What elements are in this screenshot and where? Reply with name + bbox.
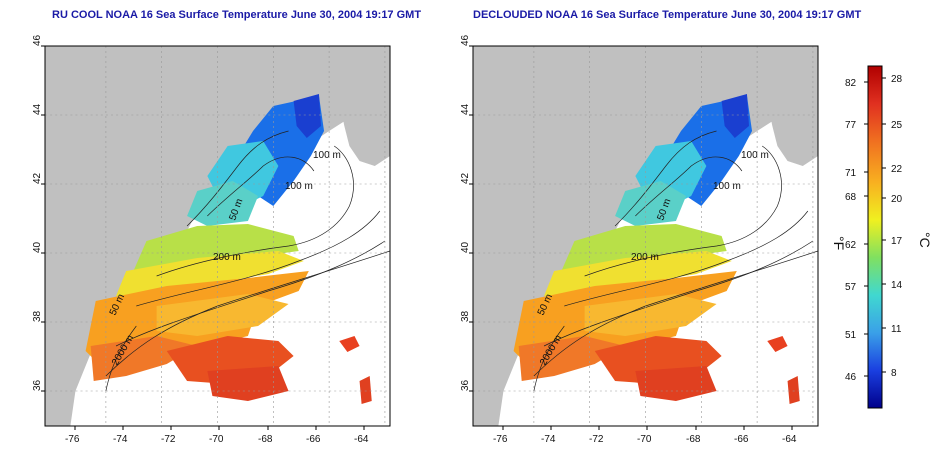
right-lon-tick: -70 <box>637 434 652 445</box>
left-lat-tick: 40 <box>32 241 43 253</box>
left-lon-tick: -64 <box>354 434 369 445</box>
left-y-axis: 36 38 40 42 44 46 <box>32 34 45 392</box>
fahrenheit-tick: 57 <box>845 282 857 293</box>
left-lon-tick: -74 <box>113 434 128 445</box>
fahrenheit-tick: 51 <box>845 330 857 341</box>
left-lon-tick: -68 <box>258 434 273 445</box>
left-x-axis: -76 -74 -72 -70 -68 -66 -64 <box>65 426 369 445</box>
fahrenheit-tick: 68 <box>845 192 857 203</box>
right-lon-tick: -74 <box>541 434 556 445</box>
left-contour-label: 200 m <box>213 252 241 263</box>
colorbar-gradient <box>867 65 883 409</box>
celsius-tick: 11 <box>891 324 902 335</box>
fahrenheit-tick: 71 <box>845 168 857 179</box>
left-lon-tick: -76 <box>65 434 80 445</box>
right-x-axis: -76 -74 -72 -70 -68 -66 -64 <box>493 426 797 445</box>
right-contour-label: 100 m <box>741 150 769 161</box>
left-lat-tick: 36 <box>32 379 43 391</box>
right-y-axis: 36 38 40 42 44 46 <box>460 34 473 392</box>
right-lat-tick: 38 <box>460 310 471 322</box>
right-map-panel: 100 m 100 m 50 m 200 m 50 m 2000 m <box>472 45 819 427</box>
right-contour-label: 100 m <box>713 181 741 192</box>
right-lon-tick: -76 <box>493 434 508 445</box>
celsius-tick: 28 <box>891 74 903 85</box>
left-lon-tick: -72 <box>161 434 176 445</box>
right-lat-tick: 46 <box>460 34 471 46</box>
right-map-title: DECLOUDED NOAA 16 Sea Surface Temperatur… <box>473 9 862 21</box>
celsius-unit-label: °C <box>917 232 933 248</box>
left-lon-tick: -70 <box>209 434 224 445</box>
left-lat-tick: 42 <box>32 172 43 184</box>
left-lat-tick: 38 <box>32 310 43 322</box>
right-lon-tick: -64 <box>782 434 797 445</box>
right-contour-label: 200 m <box>631 252 659 263</box>
celsius-tick: 17 <box>891 236 903 247</box>
celsius-tick: 20 <box>891 194 903 205</box>
colorbar: 82 77 71 68 62 57 51 46 28 25 22 20 17 1… <box>831 65 933 409</box>
celsius-tick: 14 <box>891 280 903 291</box>
right-lon-tick: -72 <box>589 434 604 445</box>
right-lat-tick: 44 <box>460 103 471 115</box>
fahrenheit-tick: 82 <box>845 78 857 89</box>
celsius-tick: 25 <box>891 120 903 131</box>
left-lat-tick: 46 <box>32 34 43 46</box>
left-contour-label: 100 m <box>285 181 313 192</box>
right-lat-tick: 40 <box>460 241 471 253</box>
right-lon-tick: -68 <box>686 434 701 445</box>
left-contour-label: 100 m <box>313 150 341 161</box>
left-map-panel: 100 m 100 m 50 m 200 m 50 m 2000 m <box>44 45 391 427</box>
right-lat-tick: 36 <box>460 379 471 391</box>
left-lat-tick: 44 <box>32 103 43 115</box>
fahrenheit-tick: 46 <box>845 372 857 383</box>
fahrenheit-unit-label: °F <box>831 236 847 250</box>
fahrenheit-tick: 77 <box>845 120 857 131</box>
right-lon-tick: -66 <box>734 434 749 445</box>
left-lon-tick: -66 <box>306 434 321 445</box>
fahrenheit-tick: 62 <box>845 240 857 251</box>
celsius-tick: 22 <box>891 164 903 175</box>
celsius-tick: 8 <box>891 368 897 379</box>
right-lat-tick: 42 <box>460 172 471 184</box>
left-map-title: RU COOL NOAA 16 Sea Surface Temperature … <box>52 9 422 21</box>
